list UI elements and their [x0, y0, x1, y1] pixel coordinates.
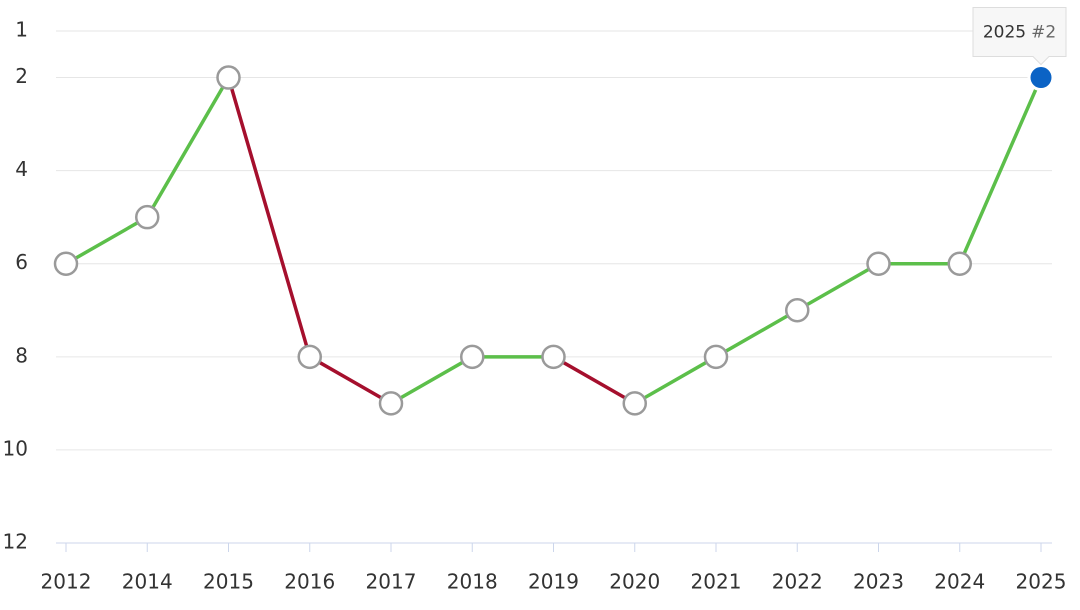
point	[135, 204, 160, 230]
line-segment	[551, 355, 637, 406]
x-tick-label: 2019	[528, 570, 579, 594]
y-tick-label: 4	[15, 157, 28, 181]
x-tick-label: 2016	[284, 570, 335, 594]
tooltip-category: 2025	[983, 23, 1026, 43]
x-tick-label: 2014	[122, 570, 173, 594]
x-tick-label: 2012	[41, 570, 92, 594]
point	[297, 344, 322, 370]
line-segment	[145, 75, 231, 219]
x-tick-label: 2017	[366, 570, 417, 594]
line-segment	[958, 75, 1043, 266]
tooltip-value: #2	[1031, 23, 1056, 43]
y-tick-label: 12	[3, 530, 28, 554]
y-tick-label: 1	[15, 18, 28, 42]
point	[53, 251, 79, 276]
x-tick-label: 2023	[853, 570, 904, 594]
line-segment	[389, 355, 474, 406]
x-tick-label: 2021	[691, 570, 742, 594]
line-segment	[226, 75, 312, 359]
line-segment	[714, 308, 799, 359]
x-tick-label: 2024	[934, 570, 985, 594]
point	[622, 391, 647, 416]
point	[541, 344, 566, 370]
x-tick-label: 2025	[1016, 570, 1067, 594]
tooltip: 2025 #2	[972, 7, 1067, 66]
point	[216, 65, 241, 90]
line-segment	[308, 355, 393, 406]
y-tick-label: 8	[15, 343, 28, 367]
x-tick-label: 2015	[203, 570, 254, 594]
x-tick-label: 2020	[609, 570, 660, 594]
point	[378, 391, 404, 416]
y-tick-label: 2	[15, 64, 28, 88]
point	[866, 251, 891, 276]
x-tick-label: 2022	[772, 570, 823, 594]
line-segment	[795, 261, 881, 313]
point	[785, 298, 810, 323]
y-tick-label: 6	[15, 250, 28, 274]
point	[703, 344, 729, 370]
tooltip-box	[972, 7, 1067, 66]
tooltip-text: 2025 #2	[983, 23, 1056, 43]
y-tick-label: 10	[3, 436, 28, 460]
line-segment	[64, 215, 149, 266]
x-tick-label: 2018	[447, 570, 498, 594]
line-segment	[633, 355, 718, 406]
point	[1027, 64, 1055, 92]
point	[460, 344, 485, 370]
point	[947, 251, 972, 276]
